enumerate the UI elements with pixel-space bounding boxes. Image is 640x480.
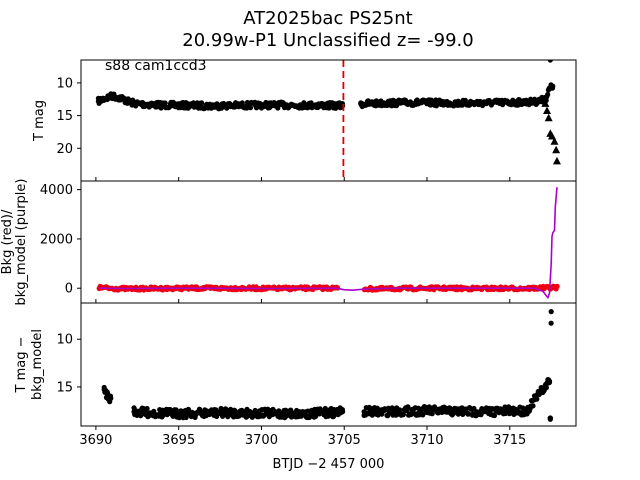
upper-limit-triangle [552,156,561,165]
lc-point [548,320,554,326]
data-point [543,95,549,101]
chart-title-line2: 20.99w-P1 Unclassified z= -99.0 [182,30,474,51]
xtick-label: 3715 [493,433,526,448]
data-point [550,83,556,89]
data-point [275,411,281,417]
plot-area-bottom [101,309,554,422]
y-axis-label-line2: bkg_model [30,329,45,400]
data-point [108,395,114,401]
y-axis-label-line1: T mag − [14,337,29,394]
data-point [126,99,132,105]
data-point [118,95,124,101]
data-point [209,103,215,109]
upper-limit-triangle [543,106,552,115]
ytick-label-bottom: 10 [56,333,73,348]
data-point [507,99,513,106]
data-point [546,378,553,384]
lc-point [183,414,189,421]
lc-point [534,396,540,402]
axes-frame-top [80,59,577,182]
lc-point [322,405,328,412]
data-point [308,102,314,108]
ytick-label-middle: 0 [65,282,73,297]
ytick-label-top: 10 [56,76,73,91]
data-point [101,387,107,393]
xtick-label: 3710 [410,433,443,448]
lc-point [173,407,179,413]
panel-annotation: s88 cam1ccd3 [105,58,207,74]
data-point [548,309,554,315]
data-point [474,409,480,415]
upper-limit-triangle [552,145,561,154]
data-point [532,99,538,105]
data-point [159,102,165,108]
plot-area-top [95,60,561,181]
lc-point [530,403,536,409]
lc-point [405,404,411,410]
xtick-label: 3700 [245,433,278,448]
data-point [374,409,380,415]
data-point [101,96,107,102]
upper-limit-triangle [547,132,556,140]
bkg-point [554,283,560,289]
lc-point [543,385,550,391]
ytick-label-bottom: 15 [56,380,73,395]
lc-point [239,100,245,106]
lc-point [478,412,484,418]
ytick-label-top: 15 [56,109,73,124]
y-axis-label-line1: Bkg (red)/ [0,209,15,274]
data-point [407,99,413,106]
axes-frame-bottom [80,302,577,427]
data-point [547,416,553,422]
data-point [109,93,116,99]
x-axis-label: BTJD −2 457 000 [273,457,385,472]
lc-point [199,100,205,106]
upper-limit-triangle [550,137,559,145]
data-point [361,409,367,415]
data-point [131,409,137,415]
lc-point [451,410,457,416]
lc-point [420,412,426,418]
data-point [340,409,346,415]
xtick-label: 3705 [328,433,361,448]
data-point [547,60,553,63]
lc-point [400,411,406,418]
ytick-label-middle: 2000 [40,232,73,247]
chart-title-line1: AT2025bac PS25nt [243,8,413,29]
upper-limit-triangle [544,113,553,122]
ytick-label-middle: 4000 [40,183,73,198]
xtick-label: 3695 [162,433,195,448]
data-point [258,102,265,108]
data-point [176,411,182,417]
lc-point [491,412,498,419]
data-point [308,411,314,417]
series-line-bkg_model [99,187,558,300]
lc-point [225,414,231,420]
lc-point [144,405,150,412]
y-axis-label: T mag [32,100,47,142]
xtick-label: 3690 [79,433,112,448]
upper-limit-triangle [541,99,550,107]
data-point [538,98,544,104]
data-point [134,101,140,107]
data-point [95,98,101,104]
data-point [457,100,463,106]
ytick-label-top: 20 [56,142,73,157]
data-point [225,410,231,416]
lc-point [369,412,375,418]
lc-point [247,105,254,111]
data-point [424,408,430,414]
y-axis-label-line2: bkg_model (purple) [14,179,29,306]
plot-area-middle [96,187,560,300]
data-point [523,408,529,414]
data-point [358,101,364,107]
data-point [143,410,149,416]
